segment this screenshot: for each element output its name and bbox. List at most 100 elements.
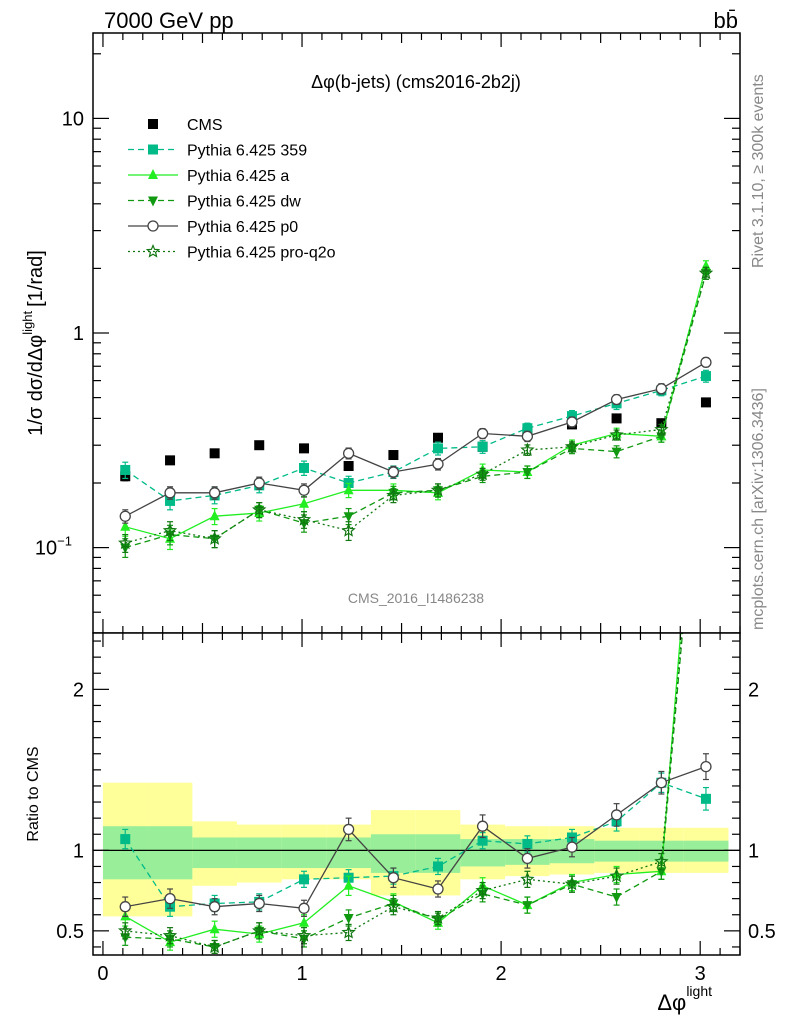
svg-text:1/σ dσ/dΔφlight[1/rad]: 1/σ dσ/dΔφlight [1/rad]	[20, 250, 47, 436]
main-point-1-4	[299, 462, 310, 473]
ratio-ytick-label-right-1: 1	[748, 840, 759, 862]
main-point-2-5	[343, 484, 354, 495]
ratio-band-green-4	[281, 837, 327, 869]
ratio-series-4	[117, 633, 683, 954]
ratio-point-3-0	[119, 901, 131, 913]
ratio-point-0-13	[700, 793, 711, 804]
main-point-4-10	[566, 416, 578, 428]
main-point-5-11	[609, 427, 624, 442]
main-point-2-2	[209, 510, 220, 521]
ratio-point-3-6	[387, 872, 400, 884]
main-point-4-2	[208, 487, 221, 499]
main-point-0-2	[209, 448, 220, 459]
ratio-band-green-3	[236, 837, 282, 869]
main-ytick-label-base-2: 10	[62, 108, 84, 130]
main-point-0-5	[343, 461, 354, 472]
main-axes: 10−1 1 10	[35, 32, 741, 634]
ratio-point-4-8	[475, 883, 490, 897]
main-point-3-11	[611, 447, 622, 458]
legend-marker-0	[148, 119, 158, 129]
ratio-point-3-4	[298, 902, 310, 914]
main-ylabel: 1/σ dσ/dΔφ	[25, 335, 47, 436]
rivet-version-label: Rivet 3.1.10, ≥ 300k events	[750, 74, 767, 268]
main-ylabel-sup: light	[20, 311, 35, 335]
ratio-band-green-12	[639, 840, 684, 862]
main-point-5-6	[386, 487, 401, 502]
ratio-line-3	[125, 765, 707, 909]
legend-label-1: Pythia 6.425 359	[187, 143, 307, 160]
main-ytick-label-base-1: 1	[73, 323, 84, 345]
main-point-4-7	[432, 458, 444, 470]
legend-entry-0: CMS	[148, 117, 223, 134]
ratio-point-0-9	[522, 838, 533, 849]
main-point-0-11	[611, 413, 622, 424]
legend-label-2: Pythia 6.425 a	[187, 168, 289, 185]
legend-marker-3	[148, 196, 158, 207]
main-line-2	[125, 265, 707, 540]
ratio-line-0	[124, 781, 707, 908]
ratio-point-3-11	[610, 809, 623, 821]
main-point-0-3	[254, 440, 265, 451]
legend-label-5: Pythia 6.425 pro-q2o	[187, 245, 336, 262]
ratio-point-3-8	[476, 820, 489, 832]
main-point-1-7	[433, 443, 444, 454]
ratio-band-green-5	[326, 837, 371, 869]
legend-marker-4	[147, 220, 159, 232]
main-point-4-11	[610, 393, 623, 406]
main-point-5-8	[475, 466, 490, 481]
main-point-4-0	[119, 510, 131, 522]
main-point-4-6	[387, 466, 400, 478]
mcplots-label: mcplots.cern.ch [arXiv:1306.3436]	[750, 388, 767, 630]
ratio-axes: 0.5 0.5 1 1 2 2 0 1 2 3	[56, 632, 776, 985]
ratio-point-3-12	[655, 777, 668, 789]
main-point-1-8	[477, 441, 488, 452]
xtick-label-1: 1	[296, 963, 307, 985]
analysis-id: CMS_2016_I1486238	[348, 590, 484, 606]
main-point-4-9	[521, 430, 534, 442]
ratio-point-4-9	[520, 871, 535, 886]
legend-entry-3: Pythia 6.425 dw	[128, 194, 301, 211]
ratio-point-4-3	[251, 923, 267, 937]
ratio-point-3-1	[164, 893, 176, 905]
ratio-point-3-3	[253, 897, 265, 910]
legend-label-0: CMS	[187, 117, 223, 134]
main-point-5-13	[698, 265, 714, 280]
ratio-point-4-7	[430, 910, 446, 925]
main-point-5-12	[654, 421, 669, 436]
ratio-point-2-9	[522, 901, 533, 912]
legend-entry-5: Pythia 6.425 pro-q2o	[128, 243, 336, 262]
ratio-point-0-8	[477, 835, 488, 846]
ratio-ytick-label-left-2: 2	[73, 679, 84, 701]
legend: CMS Pythia 6.425 359 Pythia 6.425 a Pythia …	[128, 117, 336, 262]
main-point-4-12	[655, 383, 668, 395]
legend-label-3: Pythia 6.425 dw	[187, 194, 301, 211]
main-panel-bg	[93, 33, 740, 633]
main-series-layer	[117, 260, 714, 559]
main-point-0-4	[299, 443, 310, 454]
ratio-point-0-7	[433, 861, 444, 872]
xtick-label-3: 3	[695, 963, 706, 985]
main-point-0-7	[433, 432, 444, 443]
legend-entry-2: Pythia 6.425 a	[128, 168, 289, 185]
legend-marker-5	[145, 243, 161, 258]
ratio-point-4-6	[386, 899, 401, 913]
main-series-4	[119, 356, 712, 524]
ratio-point-0-4	[299, 874, 310, 885]
ratio-ylabel: Ratio to CMS	[25, 746, 42, 841]
ratio-point-3-2	[208, 901, 221, 913]
main-ytick-label-0: 10−1	[35, 534, 72, 560]
main-point-3-5	[343, 512, 354, 523]
ratio-point-4-10	[564, 876, 580, 891]
ratio-point-1-2	[209, 923, 220, 934]
main-point-5-1	[162, 523, 178, 537]
main-point-1-0	[120, 464, 131, 475]
main-point-5-4	[296, 512, 312, 526]
main-point-5-3	[251, 502, 267, 516]
ratio-point-3-5	[342, 823, 355, 836]
main-ytick-label-2: 10	[62, 108, 84, 130]
ratio-band-green-1	[147, 826, 193, 880]
ratio-point-3-7	[432, 883, 444, 895]
main-ytick-label-base-0: 10	[35, 538, 57, 560]
main-point-1-13	[700, 371, 711, 382]
ratio-panel-bg	[93, 633, 740, 955]
